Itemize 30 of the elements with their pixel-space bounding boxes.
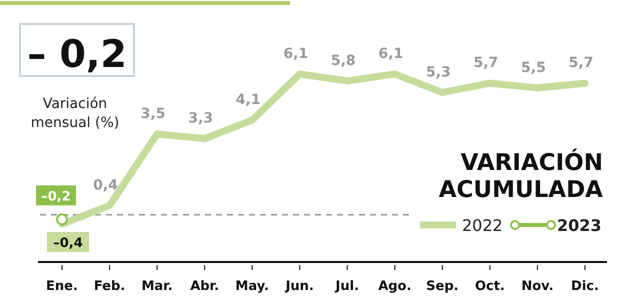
data-label: 4,1 bbox=[236, 92, 261, 108]
x-tick-label: May. bbox=[235, 279, 269, 294]
x-tick-label: Sep. bbox=[426, 279, 459, 294]
data-label: 6,1 bbox=[283, 46, 308, 62]
x-tick-label: Nov. bbox=[521, 279, 554, 294]
data-label: –0,4 bbox=[53, 236, 83, 251]
x-tick-label: Ene. bbox=[46, 279, 78, 294]
data-label: 6,1 bbox=[378, 46, 404, 62]
legend-label: 2023 bbox=[557, 216, 602, 235]
data-label: 3,5 bbox=[140, 106, 166, 122]
legend-label: 2022 bbox=[462, 216, 503, 235]
x-tick-label: Ago. bbox=[378, 279, 412, 294]
data-label: –0,2 bbox=[41, 189, 71, 204]
x-tick-label: Dic. bbox=[571, 279, 599, 294]
data-label: 5,5 bbox=[521, 60, 546, 76]
data-label: 5,7 bbox=[568, 55, 594, 72]
x-tick-label: Oct. bbox=[474, 279, 505, 294]
text: VARIACIÓN ACUMULADA bbox=[438, 148, 604, 203]
annotation: – 0,2 bbox=[27, 32, 127, 76]
x-tick-label: Jun. bbox=[284, 279, 314, 294]
x-tick-label: Jul. bbox=[334, 279, 360, 294]
data-label: 5,8 bbox=[330, 52, 356, 69]
x-tick-label: Feb. bbox=[94, 279, 126, 294]
x-tick-label: Mar. bbox=[141, 279, 173, 294]
data-label: 5,7 bbox=[474, 55, 498, 72]
data-label: 0,4 bbox=[93, 178, 118, 194]
annotation: Variación mensual (%) bbox=[30, 96, 120, 131]
data-label: 3,3 bbox=[188, 110, 214, 127]
data-label: 5,3 bbox=[426, 64, 451, 80]
x-tick-label: Abr. bbox=[190, 279, 220, 294]
